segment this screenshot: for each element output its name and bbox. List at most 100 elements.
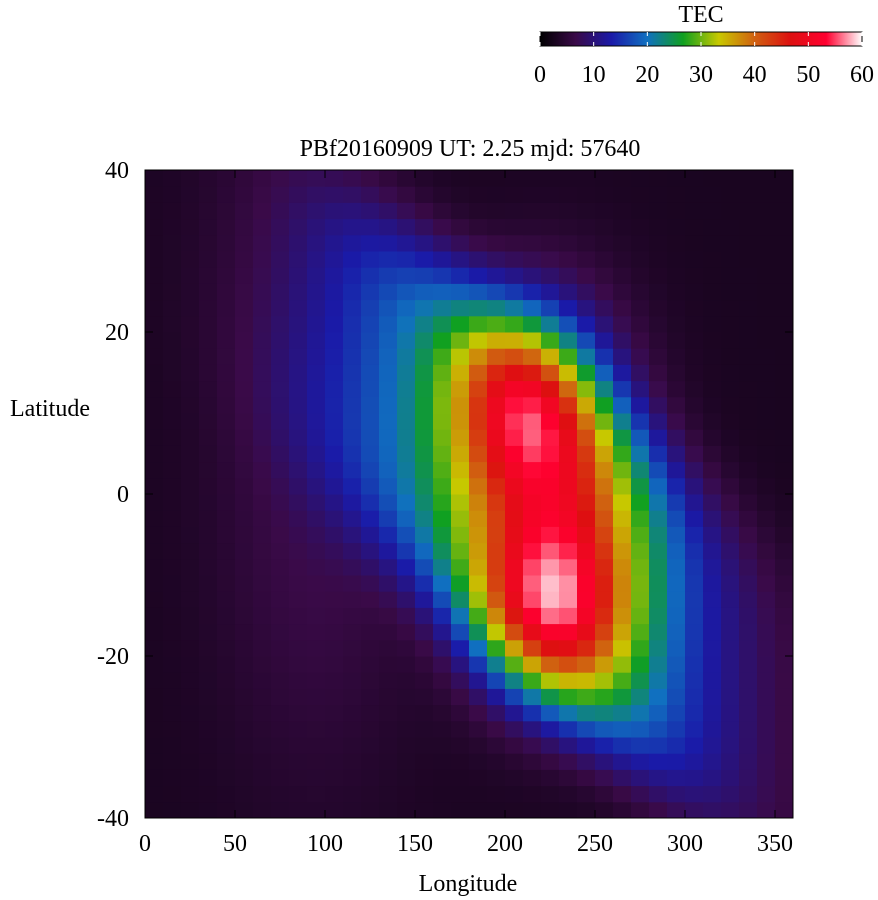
heatmap-cell bbox=[541, 283, 560, 301]
heatmap-cell bbox=[145, 348, 164, 365]
heatmap-cell bbox=[703, 413, 722, 430]
heatmap-cell bbox=[739, 364, 758, 382]
heatmap-cell bbox=[721, 267, 740, 284]
heatmap-cell bbox=[487, 413, 506, 430]
heatmap-cell bbox=[595, 332, 614, 349]
heatmap-cell bbox=[235, 170, 254, 187]
heatmap-cell bbox=[667, 672, 686, 689]
heatmap-cell bbox=[433, 591, 452, 608]
heatmap-cell bbox=[235, 769, 254, 787]
heatmap-cell bbox=[433, 380, 452, 398]
heatmap-cell bbox=[523, 639, 542, 657]
heatmap-cell bbox=[451, 623, 470, 641]
heatmap-cell bbox=[757, 623, 776, 641]
heatmap-cell bbox=[685, 591, 704, 608]
heatmap-cell bbox=[253, 769, 272, 787]
heatmap-cell bbox=[289, 477, 308, 495]
heatmap-cell bbox=[559, 332, 578, 349]
heatmap-cell bbox=[343, 801, 362, 819]
heatmap-cell bbox=[145, 510, 164, 527]
heatmap-cell bbox=[325, 542, 344, 560]
heatmap-cell bbox=[181, 769, 200, 787]
heatmap-cell bbox=[757, 575, 776, 592]
heatmap-cell bbox=[289, 656, 308, 673]
heatmap-cell bbox=[343, 510, 362, 527]
heatmap-cell bbox=[397, 267, 416, 284]
heatmap-cell bbox=[541, 429, 560, 446]
heatmap-cell bbox=[721, 542, 740, 560]
heatmap-cell bbox=[631, 477, 650, 495]
heatmap-cell bbox=[775, 769, 794, 787]
heatmap-cell bbox=[613, 639, 632, 657]
heatmap-cell bbox=[289, 494, 308, 511]
heatmap-cell bbox=[343, 170, 362, 187]
heatmap-cell bbox=[379, 656, 398, 673]
heatmap-cell bbox=[523, 656, 542, 673]
heatmap-cell bbox=[559, 720, 578, 738]
heatmap-cell bbox=[163, 283, 182, 301]
heatmap-cell bbox=[325, 753, 344, 770]
heatmap-cell bbox=[757, 737, 776, 754]
heatmap-cell bbox=[487, 753, 506, 770]
heatmap-cell bbox=[649, 510, 668, 527]
heatmap-cell bbox=[649, 413, 668, 430]
heatmap-cell bbox=[379, 315, 398, 333]
heatmap-cell bbox=[379, 267, 398, 284]
heatmap-cell bbox=[667, 558, 686, 576]
heatmap-cell bbox=[703, 656, 722, 673]
heatmap-cell bbox=[487, 445, 506, 463]
heatmap-cell bbox=[433, 623, 452, 641]
heatmap-cell bbox=[181, 607, 200, 625]
heatmap-cell bbox=[325, 801, 344, 819]
heatmap-cell bbox=[289, 526, 308, 544]
heatmap-cell bbox=[523, 477, 542, 495]
heatmap-cell bbox=[415, 315, 434, 333]
heatmap-cell bbox=[163, 218, 182, 236]
heatmap-cell bbox=[181, 251, 200, 268]
heatmap-cell bbox=[379, 494, 398, 511]
heatmap-cell bbox=[739, 429, 758, 446]
heatmap-cell bbox=[397, 737, 416, 754]
heatmap-cell bbox=[595, 186, 614, 203]
heatmap-cell bbox=[739, 494, 758, 511]
heatmap-cell bbox=[559, 461, 578, 479]
heatmap-cell bbox=[685, 445, 704, 463]
heatmap-cell bbox=[685, 704, 704, 722]
heatmap-cell bbox=[235, 413, 254, 430]
heatmap-cell bbox=[541, 720, 560, 738]
heatmap-cell bbox=[451, 801, 470, 819]
heatmap-cell bbox=[577, 396, 596, 414]
heatmap-cell bbox=[613, 704, 632, 722]
heatmap-cell bbox=[217, 672, 236, 689]
heatmap-cell bbox=[775, 737, 794, 754]
heatmap-cell bbox=[559, 445, 578, 463]
heatmap-cell bbox=[163, 477, 182, 495]
heatmap-cell bbox=[577, 234, 596, 252]
heatmap-cell bbox=[451, 170, 470, 187]
heatmap-cell bbox=[379, 542, 398, 560]
heatmap-cell bbox=[451, 494, 470, 511]
heatmap-cell bbox=[397, 396, 416, 414]
heatmap-cell bbox=[739, 688, 758, 706]
heatmap-cell bbox=[505, 267, 524, 284]
heatmap-cell bbox=[199, 396, 218, 414]
y-axis-ticks: 40 20 0 -20 -40 bbox=[97, 158, 793, 832]
heatmap-cell bbox=[649, 170, 668, 187]
heatmap-cell bbox=[289, 332, 308, 349]
heatmap-cell bbox=[217, 299, 236, 317]
heatmap-cell bbox=[541, 558, 560, 576]
heatmap-cell bbox=[775, 461, 794, 479]
heatmap-cell bbox=[451, 218, 470, 236]
heatmap-cell bbox=[775, 218, 794, 236]
heatmap-cell bbox=[397, 672, 416, 689]
heatmap-cell bbox=[181, 299, 200, 317]
heatmap-cell bbox=[649, 639, 668, 657]
heatmap-cell bbox=[775, 623, 794, 641]
heatmap-cell bbox=[505, 526, 524, 544]
heatmap-cell bbox=[667, 477, 686, 495]
heatmap-cell bbox=[559, 396, 578, 414]
heatmap-cell bbox=[145, 704, 164, 722]
heatmap-cell bbox=[613, 429, 632, 446]
heatmap-cell bbox=[181, 202, 200, 220]
heatmap-cell bbox=[757, 396, 776, 414]
